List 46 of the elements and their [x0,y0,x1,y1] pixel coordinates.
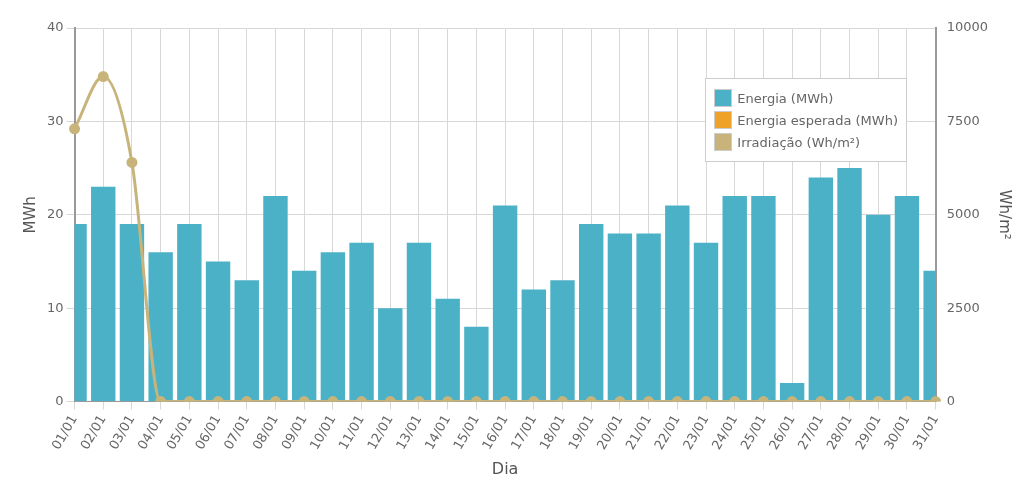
point [97,71,109,83]
y2-tick-label: 7500 [946,112,980,128]
y-tick-label: 0 [55,392,64,408]
bar [492,205,518,402]
y2-tick-label: 0 [946,392,955,408]
bar [378,308,403,402]
bar [722,196,747,402]
bar [837,168,862,402]
legend-label: Energia esperada (MWh) [737,112,898,128]
bar [234,280,259,402]
y2-tick-label: 2500 [946,299,980,315]
bar [521,289,546,402]
bar [550,280,575,402]
bar [291,270,317,402]
y-tick-label: 20 [47,206,64,222]
y2-tick-label: 5000 [946,206,980,222]
bar [406,242,432,402]
y-axis-title: MWh [20,196,39,234]
bar [119,224,145,402]
bar [665,205,690,402]
bar [894,196,920,402]
bar [205,261,231,402]
bar [349,242,374,402]
bar [579,224,604,402]
legend-label: Irradiação (Wh/m²) [737,134,861,150]
bar [464,326,489,402]
legend-label: Energia (MWh) [737,90,834,106]
y2-axis-title: Wh/m² [996,189,1015,240]
bar [751,196,776,402]
y-tick-label: 40 [47,19,64,35]
bar [91,186,116,402]
x-axis-title: Dia [491,458,519,478]
y2-tick-label: 10000 [946,19,988,35]
bar [693,242,719,402]
y-tick-label: 10 [47,299,64,315]
bar [435,298,460,402]
bar [148,252,173,402]
bar [636,233,661,402]
bar [263,196,288,402]
bar [177,224,202,402]
bar [866,214,891,402]
bar [607,233,633,402]
bar [320,252,346,402]
point [126,156,138,168]
bar [808,177,834,402]
y-tick-label: 30 [47,112,64,128]
